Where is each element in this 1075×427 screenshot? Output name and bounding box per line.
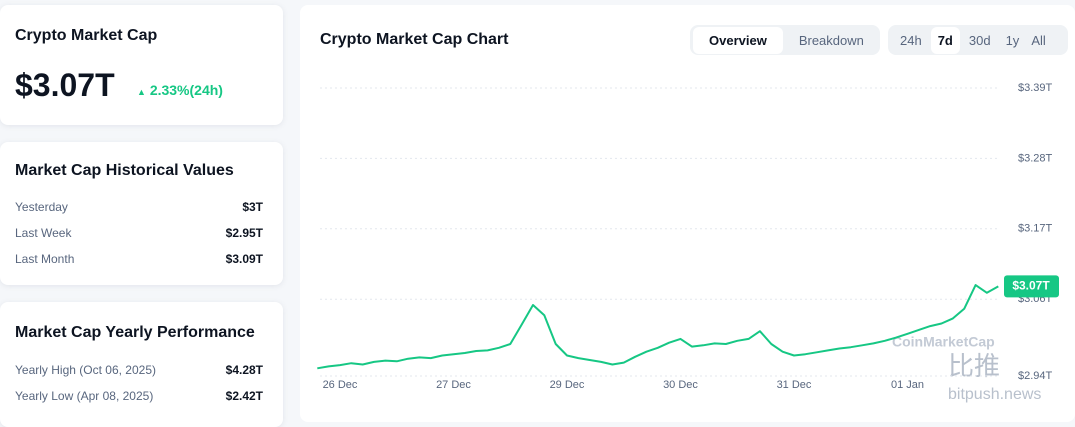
x-tick-label: 27 Dec: [436, 379, 471, 391]
label: Last Week: [15, 226, 72, 240]
row: Yearly Low (Apr 08, 2025) $2.42T: [15, 389, 263, 403]
chart-panel: Crypto Market Cap Chart Overview Breakdo…: [300, 5, 1075, 422]
summary-card: Crypto Market Cap $3.07T ▲ 2.33%(24h): [0, 5, 283, 125]
date: (Apr 08, 2025): [76, 389, 154, 403]
chart-title: Crypto Market Cap Chart: [320, 31, 509, 48]
value: $3T: [242, 200, 263, 214]
y-tick-label: $3.39T: [1018, 82, 1053, 94]
tab[interactable]: Breakdown: [798, 32, 864, 48]
x-tick-label: 29 Dec: [550, 379, 585, 391]
x-tick-label: 01 Jan: [891, 379, 924, 391]
range[interactable]: 30d: [968, 32, 991, 48]
market-cap-value: $3.07T: [15, 67, 115, 103]
y-tick-label: $3.17T: [1018, 223, 1053, 235]
row: Last Month $3.09T: [15, 252, 263, 266]
label-text: Yearly Low: [15, 389, 74, 403]
chart: CoinMarketCap 比推 bitpush.news $2.94T$3.0…: [317, 82, 1059, 403]
label-text: Yearly High: [15, 363, 76, 377]
value: $2.95T: [225, 226, 263, 240]
historical-card: Market Cap Historical Values Yesterday $3…: [0, 142, 283, 285]
x-tick-label: 30 Dec: [663, 379, 698, 391]
watermark-site: bitpush.news: [948, 386, 1041, 403]
view-tabs: Overview Breakdown: [690, 25, 880, 55]
range[interactable]: 7d: [930, 26, 960, 54]
last-value-badge: [1004, 275, 1059, 298]
yearly-title: Market Cap Yearly Performance: [15, 324, 255, 341]
yearly-card: Market Cap Yearly Performance Yearly Hig…: [0, 302, 283, 427]
y-tick-label: $2.94T: [1018, 370, 1053, 382]
summary-title: Crypto Market Cap: [15, 27, 158, 44]
change-value: 2.33%(24h): [149, 82, 223, 98]
label: Yearly Low (Apr 08, 2025): [15, 389, 153, 403]
y-tick-label: $3.28T: [1018, 152, 1053, 164]
last-value-label: $3.07T: [1012, 279, 1050, 293]
label: Last Month: [15, 252, 75, 266]
x-tick-label: 31 Dec: [777, 379, 812, 391]
row: Yesterday $3T: [15, 200, 263, 214]
historical-title: Market Cap Historical Values: [15, 162, 234, 179]
tab[interactable]: Overview: [693, 26, 783, 54]
line: [317, 284, 999, 370]
label: Yearly High (Oct 06, 2025): [15, 363, 156, 377]
range[interactable]: 24h: [900, 32, 922, 48]
row: Yearly High (Oct 06, 2025) $4.28T: [15, 363, 263, 377]
row: Last Week $2.95T: [15, 226, 263, 240]
label: Yesterday: [15, 200, 68, 214]
watermark-brand: CoinMarketCap: [892, 334, 995, 350]
value: $4.28T: [225, 363, 263, 377]
date: (Oct 06, 2025): [79, 363, 156, 377]
value: $3.09T: [225, 252, 263, 266]
range-tabs: 24h 7d 30d 1y All: [888, 25, 1068, 55]
value: $2.42T: [225, 389, 263, 403]
change: ▲ 2.33%(24h): [137, 82, 223, 98]
x-tick-label: 26 Dec: [323, 379, 358, 391]
range[interactable]: 1y: [1005, 32, 1020, 48]
range[interactable]: All: [1031, 32, 1046, 48]
